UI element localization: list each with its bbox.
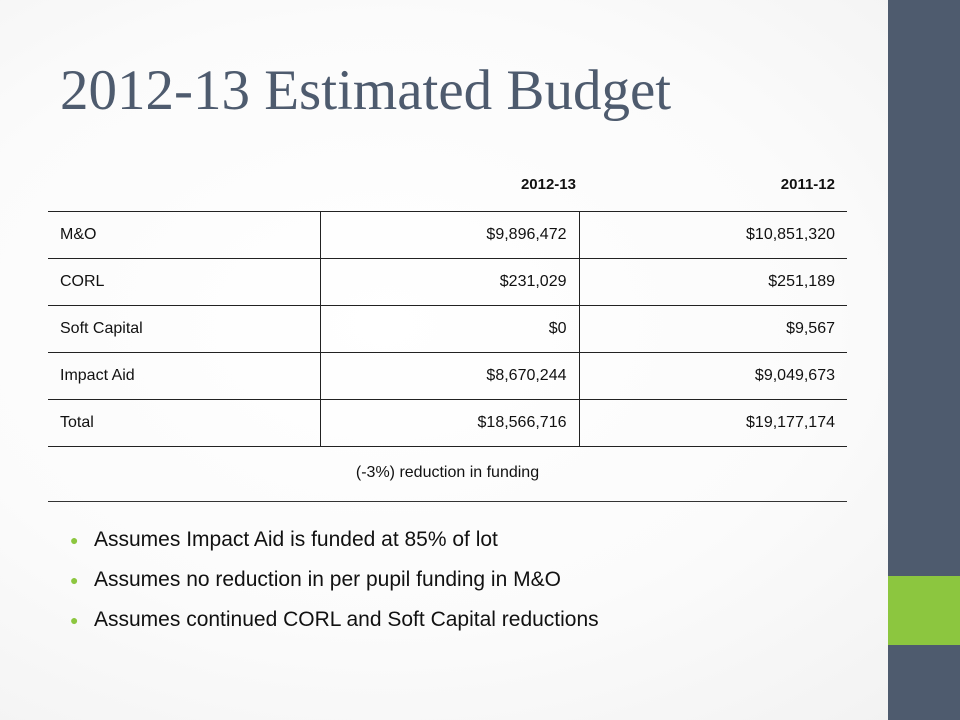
bullet-icon: ● [70,532,79,548]
value-2011-12: $9,567 [579,305,847,353]
slide-title: 2012-13 Estimated Budget [60,59,672,122]
row-label: CORL [48,258,321,306]
divider [48,501,847,502]
column-header-2011-12: 2011-12 [780,176,835,193]
value-2012-13: $231,029 [320,258,580,306]
row-label: Impact Aid [48,352,321,400]
row-label: Total [48,399,321,447]
value-2012-13: $18,566,716 [320,399,580,447]
bullet-icon: ● [70,612,79,628]
bullet-list: ● Assumes Impact Aid is funded at 85% of… [70,520,599,640]
table-row: CORL $231,029 $251,189 [48,258,847,306]
list-item: ● Assumes Impact Aid is funded at 85% of… [70,520,599,560]
bullet-icon: ● [70,572,79,588]
list-item: ● Assumes no reduction in per pupil fund… [70,560,599,600]
row-label: Soft Capital [48,305,321,353]
value-2012-13: $0 [320,305,580,353]
value-2012-13: $8,670,244 [320,352,580,400]
table-row: Total $18,566,716 $19,177,174 [48,399,847,447]
value-2011-12: $251,189 [579,258,847,306]
bullet-text: Assumes Impact Aid is funded at 85% of l… [94,528,498,551]
value-2011-12: $9,049,673 [579,352,847,400]
value-2011-12: $19,177,174 [579,399,847,447]
table-caption: (-3%) reduction in funding [355,464,540,481]
table-row: M&O $9,896,472 $10,851,320 [48,211,847,259]
budget-table: M&O $9,896,472 $10,851,320 CORL $231,029… [48,211,847,447]
decorative-accent-block [888,576,960,645]
bullet-text: Assumes continued CORL and Soft Capital … [94,608,599,631]
value-2011-12: $10,851,320 [579,211,847,259]
table-row: Impact Aid $8,670,244 $9,049,673 [48,352,847,400]
row-label: M&O [48,211,321,259]
bullet-text: Assumes no reduction in per pupil fundin… [94,568,561,591]
value-2012-13: $9,896,472 [320,211,580,259]
list-item: ● Assumes continued CORL and Soft Capita… [70,600,599,640]
column-header-2012-13: 2012-13 [520,176,576,193]
table-row: Soft Capital $0 $9,567 [48,305,847,353]
